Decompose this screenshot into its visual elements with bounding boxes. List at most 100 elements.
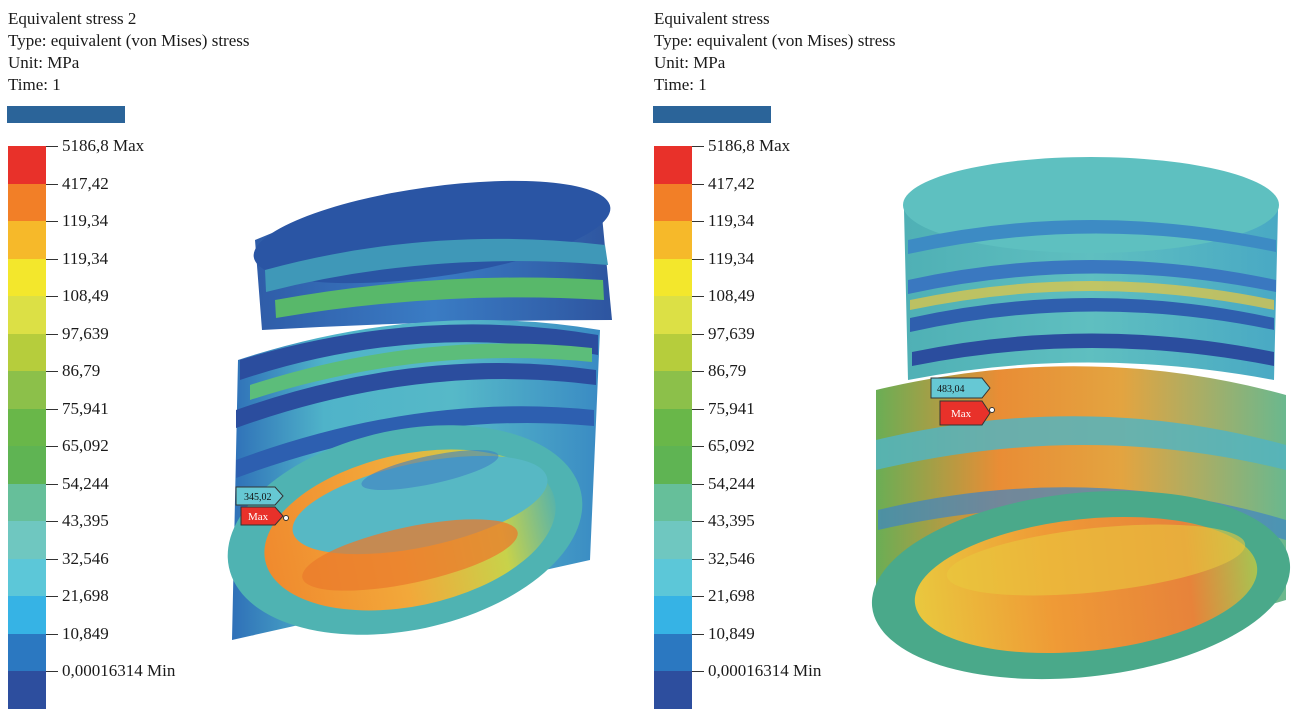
legend-tick bbox=[46, 671, 58, 672]
legend-label: 97,639 bbox=[62, 323, 109, 343]
legend-label: 10,849 bbox=[62, 623, 109, 643]
legend-swatch bbox=[8, 408, 46, 446]
legend-swatch bbox=[8, 483, 46, 521]
legend-tick bbox=[692, 596, 704, 597]
legend-swatch bbox=[654, 558, 692, 596]
legend-tick bbox=[46, 183, 58, 185]
legend-tick bbox=[46, 371, 58, 372]
legend-label: 108,49 bbox=[708, 286, 755, 305]
legend-tick bbox=[692, 146, 704, 147]
legend-label: 0,00016314 Min bbox=[62, 661, 176, 680]
legend-tick bbox=[692, 483, 704, 485]
legend-tick bbox=[692, 671, 704, 672]
legend-tick bbox=[46, 596, 58, 597]
max-tag-label: Max bbox=[951, 408, 972, 420]
legend-tick bbox=[692, 521, 704, 522]
legend-tick bbox=[46, 408, 58, 410]
legend-tick bbox=[46, 483, 58, 485]
legend-label: 417,42 bbox=[708, 173, 755, 193]
legend-swatch bbox=[654, 408, 692, 446]
legend-swatch bbox=[654, 183, 692, 221]
legend-label: 86,79 bbox=[62, 361, 101, 380]
legend-swatch bbox=[654, 483, 692, 521]
top-cap bbox=[253, 180, 612, 330]
legend-label: 54,244 bbox=[708, 473, 755, 493]
legend-label: 65,092 bbox=[708, 436, 755, 455]
legend-tick bbox=[46, 146, 58, 147]
stress-legend: 5186,8 Max 417,42 119,34 119,34 108,49 97,639… bbox=[654, 136, 894, 709]
panel-equivalent-stress: Equivalent stress Type: equivalent (von … bbox=[646, 0, 1294, 709]
legend-swatch bbox=[654, 633, 692, 671]
legend-swatch bbox=[654, 371, 692, 409]
legend-swatch bbox=[8, 446, 46, 484]
legend-label: 21,698 bbox=[708, 586, 755, 605]
legend-swatch bbox=[654, 221, 692, 259]
legend-tick bbox=[692, 258, 704, 260]
legend-tick bbox=[692, 558, 704, 560]
legend-label: 119,34 bbox=[62, 248, 109, 268]
legend-label: 5186,8 Max bbox=[62, 136, 145, 155]
legend-swatch bbox=[8, 258, 46, 296]
legend-swatch bbox=[654, 446, 692, 484]
legend-swatch bbox=[8, 183, 46, 221]
legend-swatch bbox=[654, 596, 692, 634]
legend-swatch bbox=[8, 333, 46, 371]
threaded-upper bbox=[903, 157, 1279, 380]
legend-tick bbox=[46, 521, 58, 522]
legend-label: 108,49 bbox=[62, 286, 109, 305]
legend-swatch bbox=[8, 371, 46, 409]
legend-label: 75,941 bbox=[62, 398, 109, 418]
legend-label: 5186,8 Max bbox=[708, 136, 791, 155]
legend-swatch bbox=[654, 296, 692, 334]
probe-value-label: 483,04 bbox=[937, 384, 965, 395]
legend-label: 21,698 bbox=[62, 586, 109, 605]
legend-label: 54,244 bbox=[62, 473, 109, 493]
probe-value-label: 345,02 bbox=[244, 492, 272, 503]
result-time: Time: 1 bbox=[654, 75, 707, 94]
legend-label: 119,34 bbox=[708, 211, 755, 230]
legend-tick bbox=[46, 333, 58, 335]
legend-label: 43,395 bbox=[708, 511, 755, 530]
legend-tick bbox=[46, 558, 58, 560]
legend-label: 0,00016314 Min bbox=[708, 661, 822, 680]
legend-tick bbox=[692, 221, 704, 222]
legend-tick bbox=[692, 633, 704, 635]
legend-label: 75,941 bbox=[708, 398, 755, 418]
legend-label: 65,092 bbox=[62, 436, 109, 455]
front-ring bbox=[227, 425, 583, 635]
legend-swatch bbox=[654, 258, 692, 296]
result-title: Equivalent stress 2 bbox=[8, 9, 137, 28]
legend-tick bbox=[46, 446, 58, 447]
legend-label: 119,34 bbox=[708, 248, 755, 268]
legend-swatch bbox=[654, 521, 692, 559]
result-unit: Unit: MPa bbox=[654, 53, 726, 72]
legend-label: 119,34 bbox=[62, 211, 109, 230]
legend-tick bbox=[46, 221, 58, 222]
result-unit: Unit: MPa bbox=[8, 53, 80, 72]
legend-label: 10,849 bbox=[708, 623, 755, 643]
result-header: Equivalent stress Type: equivalent (von … bbox=[654, 8, 896, 96]
legend-tick bbox=[692, 296, 704, 297]
legend-label: 97,639 bbox=[708, 323, 755, 343]
legend-tick bbox=[46, 296, 58, 297]
legend-tick bbox=[692, 183, 704, 185]
legend-swatch bbox=[8, 633, 46, 671]
result-color-bar bbox=[653, 106, 771, 123]
legend-tick bbox=[692, 408, 704, 410]
legend-label: 86,79 bbox=[708, 361, 747, 380]
panel-equivalent-stress-2: Equivalent stress 2 Type: equivalent (vo… bbox=[0, 0, 646, 709]
legend-tick bbox=[692, 333, 704, 335]
legend-swatch bbox=[8, 521, 46, 559]
legend-tick bbox=[692, 446, 704, 447]
result-type: Type: equivalent (von Mises) stress bbox=[654, 31, 896, 50]
legend-swatch bbox=[8, 558, 46, 596]
result-color-bar bbox=[7, 106, 125, 123]
legend-tick bbox=[46, 633, 58, 635]
result-type: Type: equivalent (von Mises) stress bbox=[8, 31, 250, 50]
max-tag-label: Max bbox=[248, 511, 269, 523]
legend-label: 32,546 bbox=[708, 548, 755, 568]
result-header: Equivalent stress 2 Type: equivalent (vo… bbox=[8, 8, 250, 96]
legend-tick bbox=[46, 258, 58, 260]
legend-swatch bbox=[8, 146, 46, 184]
legend-swatch bbox=[654, 333, 692, 371]
